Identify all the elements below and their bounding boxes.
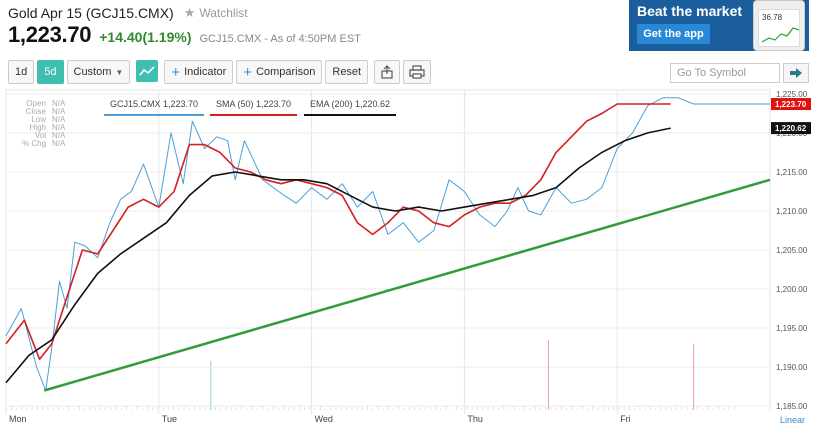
go-to-symbol-button[interactable]	[783, 63, 809, 83]
price-chart[interactable]: 1,225.001,220.001,215.001,210.001,205.00…	[0, 88, 820, 430]
x-tick-label: Fri	[620, 414, 631, 424]
chevron-down-icon: ▼	[115, 67, 124, 77]
y-tick-label: 1,190.00	[776, 363, 808, 372]
comparison-label: Comparison	[256, 66, 316, 78]
stat-row: Close N/A	[22, 107, 66, 116]
plus-icon: +	[171, 63, 181, 81]
comparison-button[interactable]: + Comparison	[236, 60, 323, 84]
last-price-tag-bg	[771, 98, 811, 111]
y-tick-label: 1,215.00	[776, 168, 808, 177]
quote-title-row: Gold Apr 15 (GCJ15.CMX) ★ Watchlist	[8, 5, 248, 21]
series-ema-line	[5, 127, 671, 384]
y-tick-label: 1,195.00	[776, 324, 808, 333]
indicator-button[interactable]: + Indicator	[164, 60, 234, 84]
mini-chart-icon	[761, 27, 800, 43]
stat-value: N/A	[52, 139, 66, 148]
print-icon	[409, 65, 425, 79]
custom-label: Custom	[73, 66, 112, 78]
stat-key: Vol	[34, 131, 46, 140]
line-chart-icon	[139, 66, 155, 76]
stat-value: N/A	[52, 115, 66, 124]
x-tick-label: Wed	[315, 414, 333, 424]
as-of-time: GCJ15.CMX - As of 4:50PM EST	[199, 33, 361, 45]
price-change: +14.40(1.19%)	[99, 29, 192, 45]
legend-ema[interactable]: EMA (200) 1,220.62	[304, 96, 397, 116]
stat-value: N/A	[52, 131, 66, 140]
star-icon: ★	[183, 5, 196, 20]
stat-row: Low N/A	[22, 116, 65, 124]
stat-row: % Chg N/A	[22, 140, 65, 148]
y-tick-label: 1,210.00	[776, 207, 808, 216]
plus-icon: +	[243, 63, 253, 81]
last-price: 1,223.70	[8, 22, 92, 47]
y-tick-label: 1,185.00	[776, 402, 808, 411]
scale-label: Linear	[780, 415, 805, 425]
phone-screen: 36.78	[758, 9, 800, 47]
ema-price-tag: 1,220.62	[775, 124, 807, 133]
ema-price-tag-bg	[771, 122, 811, 135]
stat-row: High N/A	[22, 123, 66, 132]
share-icon	[381, 65, 393, 79]
go-to-symbol-input[interactable]: Go To Symbol	[670, 63, 780, 83]
line-chart-type-button[interactable]	[136, 60, 159, 82]
chart-canvas[interactable]: 1,225.001,220.001,215.001,210.001,205.00…	[0, 88, 820, 430]
watchlist-label: Watchlist	[199, 6, 248, 20]
range-1d-button[interactable]: 1d	[8, 60, 35, 84]
indicator-label: Indicator	[184, 66, 227, 78]
get-app-button[interactable]: Get the app	[637, 24, 710, 44]
custom-range-dropdown[interactable]: Custom ▼	[66, 60, 131, 84]
stat-row: Vol N/A	[22, 132, 65, 140]
arrow-right-icon	[790, 68, 802, 78]
chart-toolbar: 1d 5d Custom ▼ + Indicator + Comparison …	[8, 60, 432, 84]
legend-price[interactable]: GCJ15.CMX 1,223.70	[104, 96, 205, 116]
y-tick-label: 1,200.00	[776, 285, 808, 294]
x-tick-label: Mon	[9, 414, 27, 424]
y-tick-label: 1,225.00	[776, 90, 808, 99]
stat-value: N/A	[52, 123, 66, 132]
x-tick-label: Tue	[162, 414, 177, 424]
x-tick-label: Thu	[467, 414, 483, 424]
ohlc-stats: Open N/A Close N/A Low N/A High N/A Vol N/A % Chg N…	[22, 100, 65, 148]
last-price-tag: 1,223.70	[775, 100, 807, 109]
app-ad-banner[interactable]: Beat the market Get the app 36.78	[629, 0, 809, 51]
series-price-line	[5, 97, 770, 391]
stat-value: N/A	[52, 99, 66, 108]
range-5d-button[interactable]: 5d	[37, 60, 64, 84]
phone-value: 36.78	[762, 13, 783, 22]
print-button[interactable]	[403, 60, 432, 84]
stat-key: Close	[25, 107, 46, 116]
reset-button[interactable]: Reset	[325, 60, 369, 84]
stat-row: Open N/A	[22, 100, 65, 108]
stat-key: % Chg	[22, 139, 47, 148]
ad-title: Beat the market	[637, 3, 743, 19]
stat-key: Open	[26, 99, 46, 108]
quote-title: Gold Apr 15 (GCJ15.CMX)	[8, 5, 174, 21]
price-row: 1,223.70 +14.40(1.19%) GCJ15.CMX - As of…	[8, 22, 361, 48]
stat-key: Low	[31, 115, 46, 124]
series-trend-line	[43, 178, 771, 392]
stat-key: High	[29, 123, 46, 132]
phone-icon: 36.78	[753, 0, 805, 51]
share-button[interactable]	[374, 60, 401, 84]
series-sma-line	[5, 103, 671, 361]
stat-value: N/A	[52, 107, 66, 116]
y-tick-label: 1,205.00	[776, 246, 808, 255]
legend-sma[interactable]: SMA (50) 1,223.70	[210, 96, 298, 116]
watchlist-button[interactable]: ★ Watchlist	[184, 5, 248, 21]
